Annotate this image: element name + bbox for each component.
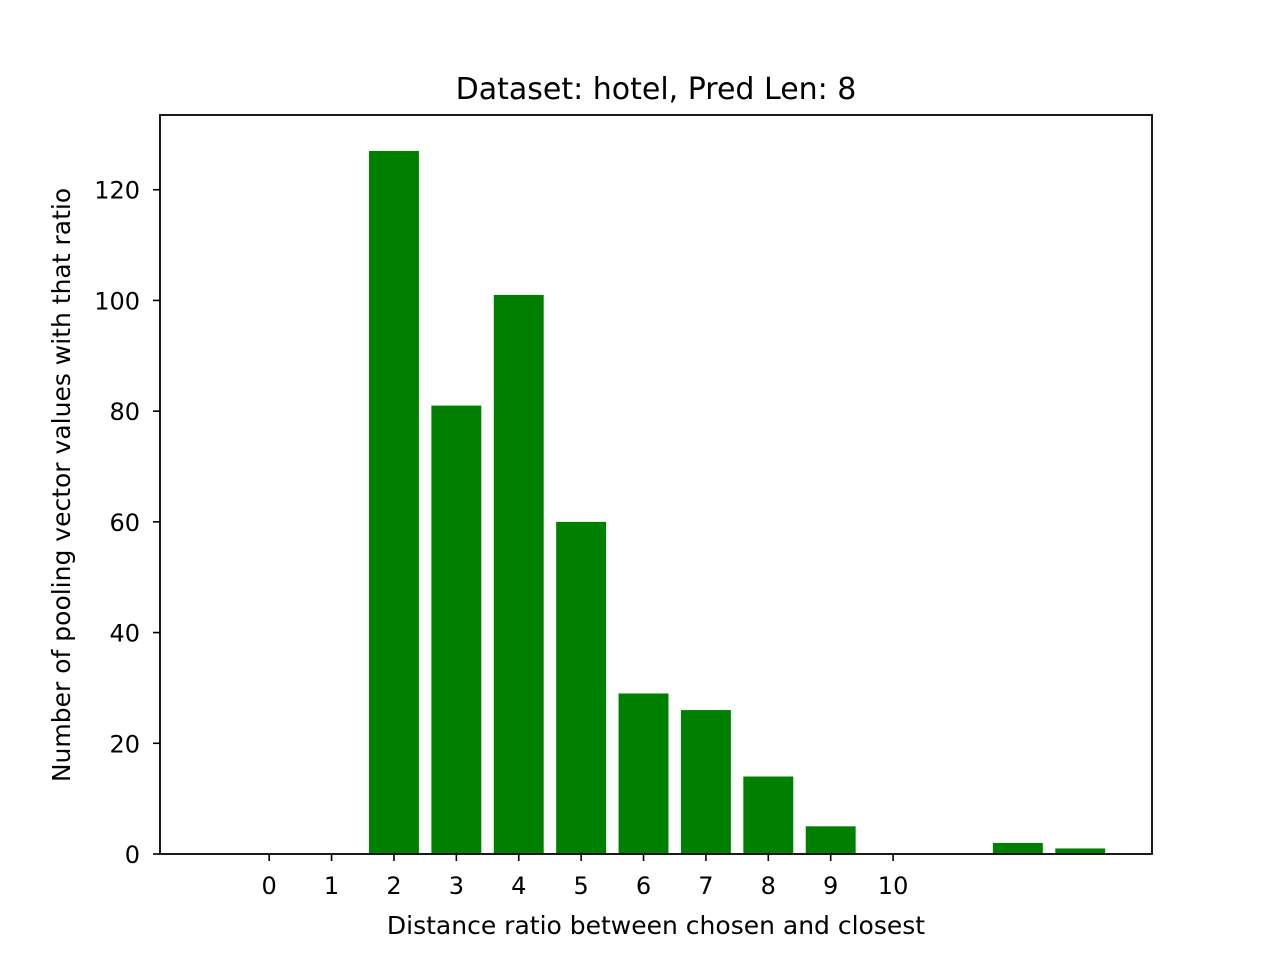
y-axis-label: Number of pooling vector values with tha… <box>47 188 76 782</box>
x-tick-label: 10 <box>878 872 909 900</box>
y-tick-label: 0 <box>125 841 140 869</box>
x-tick-label: 9 <box>823 872 838 900</box>
bar <box>618 693 669 854</box>
bar <box>992 842 1043 854</box>
y-tick-label: 20 <box>109 730 140 758</box>
bar <box>556 521 607 854</box>
bar <box>431 405 482 854</box>
x-tick-label: 3 <box>449 872 464 900</box>
bar <box>743 776 794 854</box>
x-tick-label: 0 <box>262 872 277 900</box>
y-tick-label: 40 <box>109 620 140 648</box>
x-tick-label: 2 <box>386 872 401 900</box>
x-tick-label: 4 <box>511 872 526 900</box>
x-tick-label: 5 <box>573 872 588 900</box>
x-axis-label: Distance ratio between chosen and closes… <box>387 911 925 940</box>
x-tick-label: 8 <box>761 872 776 900</box>
x-axis-ticks: 0 1 2 3 4 5 6 7 8 9 10 <box>262 854 909 900</box>
x-tick-label: 1 <box>324 872 339 900</box>
chart-title: Dataset: hotel, Pred Len: 8 <box>456 72 857 107</box>
y-tick-label: 120 <box>94 177 140 205</box>
bar <box>805 826 856 854</box>
y-axis-ticks: 0 20 40 60 80 100 120 <box>94 177 160 869</box>
x-tick-label: 6 <box>636 872 651 900</box>
y-tick-label: 60 <box>109 509 140 537</box>
y-tick-label: 100 <box>94 287 140 315</box>
bar <box>493 294 544 854</box>
bar <box>369 150 419 855</box>
x-tick-label: 7 <box>698 872 713 900</box>
plot-frame <box>159 114 1153 855</box>
bar <box>1055 848 1106 854</box>
bars-group <box>369 150 1106 855</box>
y-tick-label: 80 <box>109 398 140 426</box>
bar <box>680 710 731 854</box>
